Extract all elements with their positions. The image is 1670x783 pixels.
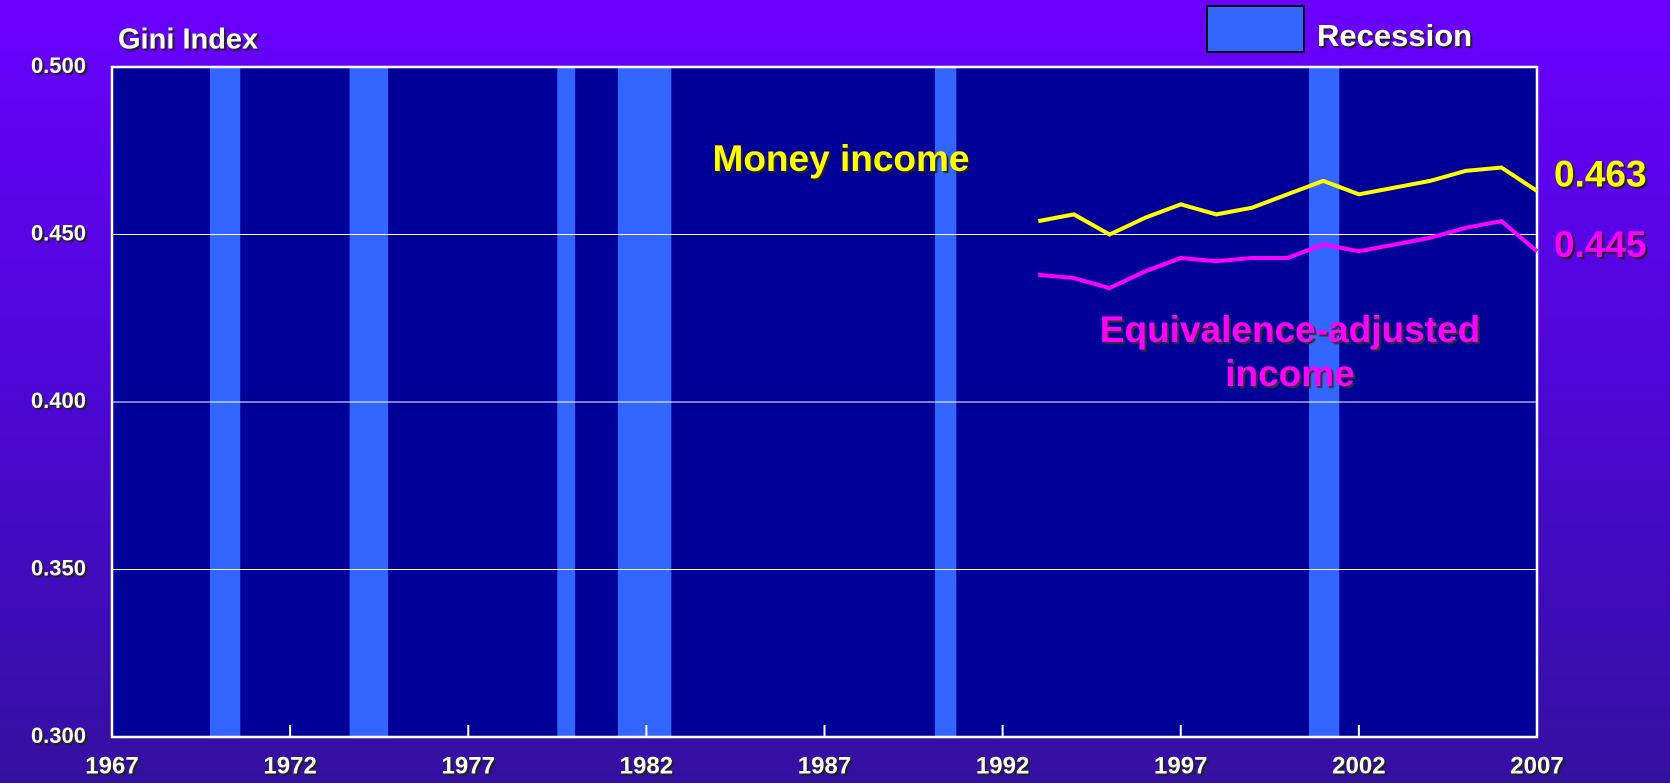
legend-label: Recession — [1317, 18, 1472, 53]
x-tick-label: 2002 — [1332, 752, 1385, 779]
y-axis-title: Gini Index — [118, 24, 258, 56]
series-annotation: Equivalence-adjusted income — [1099, 309, 1481, 394]
series-annotation: Money income — [713, 138, 970, 179]
x-tick-label: 1992 — [976, 752, 1029, 779]
x-tick-label: 2007 — [1510, 752, 1563, 779]
series-line — [1038, 218, 1539, 291]
series-line — [1037, 165, 1539, 237]
x-tick-label: 1987 — [798, 752, 851, 779]
legend-swatch — [1206, 5, 1305, 53]
y-tick-label: 0.350 — [31, 555, 86, 580]
x-tick-label: 1982 — [620, 752, 673, 779]
value-label: 0.463 — [1554, 154, 1647, 195]
x-tick-label: 1967 — [85, 752, 138, 779]
x-tick-label: 1977 — [442, 752, 495, 779]
x-tick-label: 1972 — [263, 752, 316, 779]
x-tick-label: 1997 — [1154, 752, 1207, 779]
value-label: 0.445 — [1554, 224, 1647, 265]
y-tick-label: 0.500 — [31, 53, 86, 78]
y-tick-label: 0.450 — [31, 220, 86, 245]
y-tick-label: 0.300 — [31, 723, 86, 748]
y-tick-label: 0.400 — [31, 388, 86, 413]
